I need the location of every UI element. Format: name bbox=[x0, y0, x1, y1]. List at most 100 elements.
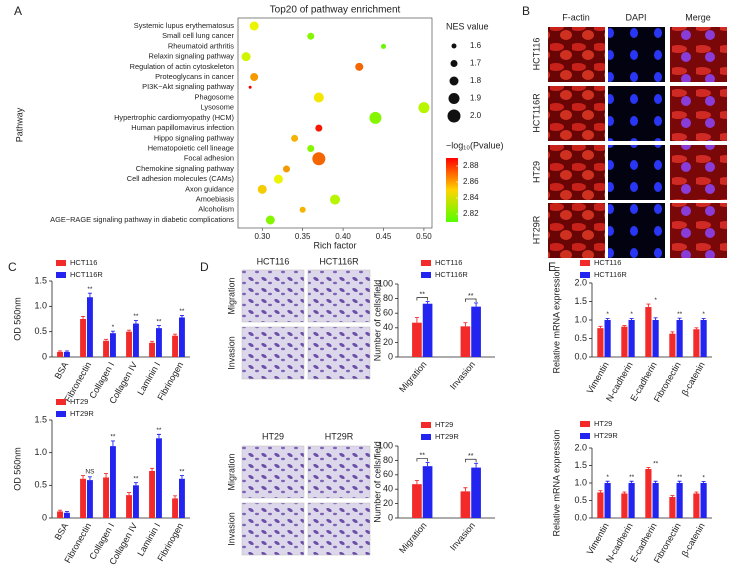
y-axis-label: Relative mRNA expression bbox=[551, 266, 561, 373]
error-bar bbox=[598, 490, 603, 493]
error-bar bbox=[701, 318, 706, 320]
y-tick-label: Cell adhesion molecules (CAMs) bbox=[127, 174, 234, 183]
micrograph bbox=[608, 27, 665, 82]
micrograph bbox=[608, 145, 665, 200]
error-bar bbox=[64, 511, 69, 513]
significance-label: ** bbox=[133, 475, 139, 482]
y-axis-label: Pathway bbox=[14, 107, 24, 142]
error-bar bbox=[179, 315, 184, 318]
micrograph bbox=[307, 445, 371, 499]
legend-label: HCT116 bbox=[435, 258, 462, 267]
bar bbox=[172, 335, 178, 357]
significance-label: ** bbox=[133, 313, 139, 320]
color-legend-title: −log₁₀(Pvalue) bbox=[446, 140, 504, 150]
bar bbox=[669, 333, 676, 357]
bar bbox=[110, 333, 116, 357]
bar bbox=[597, 328, 604, 357]
image-column-label: DAPI bbox=[625, 12, 646, 22]
y-tick-label: Regulation of actin cytoskeleton bbox=[130, 62, 234, 71]
significance-bracket bbox=[465, 298, 477, 302]
bar bbox=[693, 329, 700, 357]
micrograph bbox=[548, 86, 605, 141]
y-tick-label: Hippo signaling pathway bbox=[154, 133, 234, 142]
error-bar bbox=[622, 491, 627, 494]
y-tick-label: 1.0 bbox=[574, 477, 587, 487]
y-tick-label: 20 bbox=[383, 498, 393, 508]
legend-label: HT29R bbox=[70, 409, 94, 418]
significance-label: ** bbox=[629, 474, 635, 481]
error-bar bbox=[646, 467, 651, 469]
bar bbox=[57, 511, 63, 518]
image-column-label: HCT116R bbox=[319, 256, 359, 266]
legend-label: HCT116R bbox=[70, 270, 103, 279]
size-legend-marker bbox=[449, 76, 459, 86]
color-bar-label: 2.88 bbox=[463, 161, 479, 170]
y-tick-label: 2.0 bbox=[574, 442, 587, 452]
y-tick-label: 20 bbox=[383, 337, 393, 347]
bar bbox=[103, 477, 109, 518]
error-bar bbox=[58, 350, 63, 352]
color-bar-label: 2.86 bbox=[463, 177, 479, 186]
panel-label: A bbox=[14, 4, 22, 18]
bubble bbox=[291, 134, 299, 142]
error-bar bbox=[701, 481, 706, 483]
y-tick-label: 1.5 bbox=[574, 296, 587, 306]
bar bbox=[87, 480, 93, 518]
micrograph bbox=[241, 269, 305, 323]
legend-swatch bbox=[56, 411, 66, 417]
image-row-label: Invasion bbox=[226, 512, 236, 546]
bar bbox=[412, 322, 422, 357]
significance-label: ** bbox=[156, 427, 162, 434]
y-axis-label: Relative mRNA expression bbox=[551, 429, 561, 536]
significance-bracket bbox=[416, 297, 428, 301]
x-tick-label: 0.50 bbox=[416, 232, 432, 241]
y-axis-label: Number of cells/field bbox=[372, 280, 382, 362]
bar bbox=[126, 495, 132, 518]
y-tick-label: 1.5 bbox=[34, 414, 47, 424]
error-bar bbox=[605, 480, 610, 483]
significance-label: * bbox=[702, 474, 705, 481]
y-tick-label: 1.5 bbox=[574, 460, 587, 470]
bar bbox=[621, 326, 628, 357]
error-bar bbox=[87, 476, 92, 481]
micrograph bbox=[608, 203, 665, 258]
y-tick-label: Axon guidance bbox=[185, 184, 234, 193]
significance-label: ** bbox=[420, 291, 426, 298]
image-row-label: Migration bbox=[226, 277, 236, 314]
bubble bbox=[250, 73, 259, 82]
color-bar-label: 2.84 bbox=[463, 193, 479, 202]
x-tick-label: β-catenin bbox=[680, 521, 707, 558]
error-bar bbox=[156, 325, 161, 329]
significance-label: ** bbox=[677, 474, 683, 481]
size-legend-label: 2.0 bbox=[470, 111, 482, 120]
bubble bbox=[307, 145, 315, 153]
significance-label: ** bbox=[179, 308, 185, 315]
error-bar bbox=[414, 480, 419, 485]
legend-swatch bbox=[580, 272, 590, 278]
image-column-label: Merge bbox=[685, 12, 711, 22]
legend-label: HCT116R bbox=[435, 270, 468, 279]
bar bbox=[149, 342, 155, 357]
error-bar bbox=[173, 495, 178, 499]
y-tick-label: 1.5 bbox=[34, 275, 47, 285]
bar bbox=[597, 492, 604, 518]
y-tick-label: Systemic lupus erythematosus bbox=[134, 21, 235, 30]
micrograph bbox=[241, 445, 305, 499]
y-axis-label: OD 560nm bbox=[12, 447, 22, 491]
bar bbox=[172, 498, 178, 518]
x-tick-label: 0.30 bbox=[254, 232, 270, 241]
legend-label: HT29R bbox=[594, 431, 618, 440]
y-tick-label: 60 bbox=[383, 308, 393, 318]
significance-label: NS bbox=[85, 468, 95, 475]
y-tick-label: 1.0 bbox=[574, 314, 587, 324]
bar bbox=[422, 303, 433, 357]
micrograph bbox=[608, 86, 665, 141]
error-bar bbox=[463, 487, 468, 492]
bar bbox=[645, 469, 652, 518]
bar bbox=[412, 484, 422, 518]
bar bbox=[64, 351, 70, 357]
x-tick-label: 0.35 bbox=[295, 232, 311, 241]
bubble bbox=[369, 111, 382, 124]
bubble bbox=[355, 62, 364, 71]
y-tick-label: AGE−RAGE signaling pathway in diabetic c… bbox=[50, 215, 234, 224]
